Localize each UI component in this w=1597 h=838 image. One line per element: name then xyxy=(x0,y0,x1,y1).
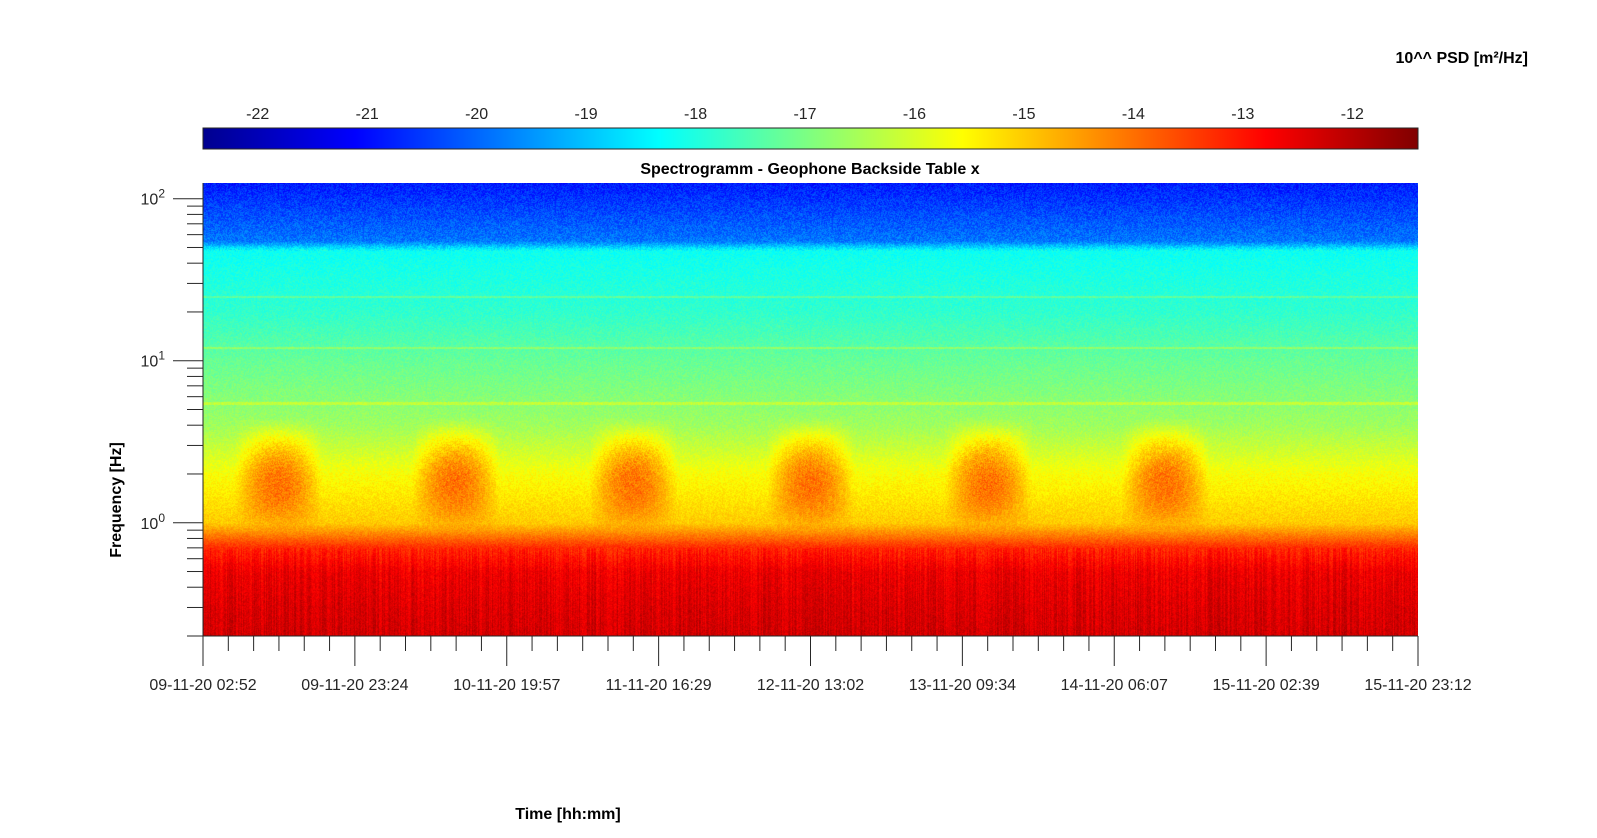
colorbar-tick-label: -12 xyxy=(1341,106,1364,123)
spectrogram-plot-area xyxy=(203,183,1418,636)
colorbar-tick-label: -21 xyxy=(356,106,379,123)
colorbar-tick-label: -18 xyxy=(684,106,707,123)
colorbar-tick-label: -19 xyxy=(575,106,598,123)
colorbar-tick-label: -20 xyxy=(465,106,488,123)
x-tick-label: 15-11-20 23:12 xyxy=(1364,677,1471,694)
colorbar: 10^^ PSD [m²/Hz] -22 -21 -20 -19 -18 -17 -16 -1… xyxy=(202,50,1528,150)
x-tick-label: 09-11-20 02:52 xyxy=(149,677,256,694)
x-tick-label: 09-11-20 23:24 xyxy=(301,677,408,694)
y-axis: 100 101 102 xyxy=(141,183,204,637)
colorbar-tick-label: -17 xyxy=(793,106,816,123)
x-tick-label: 11-11-20 16:29 xyxy=(606,677,712,694)
colorbar-tick-label: -13 xyxy=(1231,106,1254,123)
x-axis-label: Time [hh:mm] xyxy=(515,806,620,823)
colorbar-gradient xyxy=(202,127,1419,150)
colorbar-tick-label: -15 xyxy=(1012,106,1035,123)
chart-title: Spectrogramm - Geophone Backside Table x xyxy=(640,161,979,178)
colorbar-tick-label: -16 xyxy=(903,106,926,123)
colorbar-tick-label: -22 xyxy=(246,106,269,123)
colorbar-ticks: -22 -21 -20 -19 -18 -17 -16 -15 -14 -13 -12 xyxy=(246,106,1364,136)
x-tick-label: 15-11-20 02:39 xyxy=(1212,677,1319,694)
y-axis-label: Frequency [Hz] xyxy=(108,442,125,558)
y-tick-label: 100 xyxy=(141,511,166,533)
y-tick-label: 102 xyxy=(141,187,166,209)
x-axis: 09-11-20 02:52 09-11-20 23:24 10-11-20 19:… xyxy=(149,635,1472,694)
x-tick-label: 12-11-20 13:02 xyxy=(757,677,864,694)
colorbar-tick-label: -14 xyxy=(1122,106,1145,123)
x-tick-label: 14-11-20 06:07 xyxy=(1061,677,1168,694)
x-tick-label: 10-11-20 19:57 xyxy=(453,677,560,694)
x-tick-label: 13-11-20 09:34 xyxy=(909,677,1016,694)
y-tick-label: 101 xyxy=(141,349,166,371)
colorbar-label: 10^^ PSD [m²/Hz] xyxy=(1396,50,1528,67)
